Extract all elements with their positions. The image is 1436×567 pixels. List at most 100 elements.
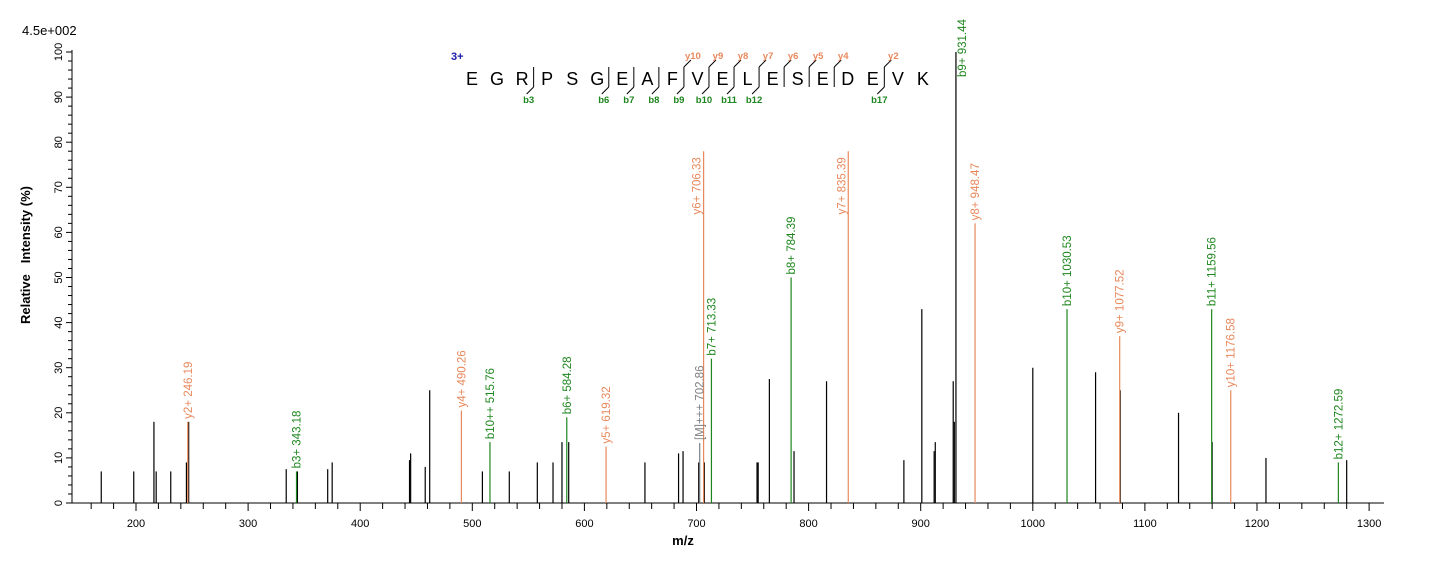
y-ion-cleavage-tick xyxy=(833,59,842,68)
b-ion-label: b10++ 515.76 xyxy=(485,368,497,439)
b-ion-cleavage-tick xyxy=(751,86,760,95)
y-tick-label: 40 xyxy=(53,316,65,328)
y-ion-marker: y9 xyxy=(713,51,724,62)
b-ion-label: b8+ 784.39 xyxy=(786,217,798,275)
b-ion-cleavage-tick xyxy=(651,86,660,95)
residue-letter: G xyxy=(490,69,504,89)
peak-labels: y2+ 246.19 b3+ 343.18 y4+ 490.26 b10++ 515.… xyxy=(183,19,1346,469)
residue-letter: D xyxy=(841,69,854,89)
y-axis-label: Relative Intensity (%) xyxy=(18,186,33,324)
y-tick-label: 0 xyxy=(53,500,65,506)
b-ion-cleavage-tick xyxy=(726,86,735,95)
x-tick-label: 400 xyxy=(351,518,369,530)
y-ion-marker: y7 xyxy=(763,51,774,62)
residue-letter: E xyxy=(767,69,779,89)
y-ion-label: y5+ 619.32 xyxy=(601,386,613,443)
b-ion-label: b3+ 343.18 xyxy=(292,411,304,469)
b-ion-marker: b8 xyxy=(648,95,659,106)
residue-letter: V xyxy=(691,69,703,89)
b-ion-marker: b3 xyxy=(523,95,534,106)
y-ion-cleavage-tick xyxy=(783,59,792,68)
y-tick-label: 30 xyxy=(53,362,65,374)
residue-letter: S xyxy=(792,69,804,89)
b-ion-marker: b9 xyxy=(673,95,684,106)
y-tick-label: 50 xyxy=(53,271,65,283)
y-ion-label: y6+ 706.33 xyxy=(692,157,704,214)
residue-letter: K xyxy=(917,69,929,89)
residue-letter: E xyxy=(616,69,628,89)
y-tick-label: 10 xyxy=(53,452,65,464)
y-tick-label: 100 xyxy=(53,43,65,61)
x-tick-label: 300 xyxy=(239,518,257,530)
y-ion-marker: y6 xyxy=(788,51,799,62)
b-ion-label: b6+ 584.28 xyxy=(562,356,574,414)
residue-letter: E xyxy=(867,69,879,89)
b-ion-marker: b12 xyxy=(746,95,762,106)
y-ion-label: y4+ 490.26 xyxy=(456,350,468,407)
b-ion-cleavage-tick xyxy=(526,86,534,95)
b-ion-label: b7+ 713.33 xyxy=(706,298,718,356)
charge-state-label: 3+ xyxy=(451,51,464,63)
residue-letter: E xyxy=(716,69,728,89)
y-ion-cleavage-tick xyxy=(883,59,892,68)
intensity-scale-label: 4.5e+002 xyxy=(22,23,77,38)
y-ion-label: y8+ 948.47 xyxy=(970,163,982,220)
x-tick-label: 1000 xyxy=(1021,518,1045,530)
b-ion-cleavage-tick xyxy=(701,86,710,95)
x-tick-label: 600 xyxy=(575,518,593,530)
b-ion-cleavage-tick xyxy=(676,86,685,95)
x-axis-label: m/z xyxy=(672,533,694,548)
b-ion-marker: b7 xyxy=(623,95,634,106)
y-ion-marker: y10 xyxy=(685,51,701,62)
y-ion-marker: y8 xyxy=(738,51,749,62)
residue-letter: A xyxy=(641,69,653,89)
b-ion-label: b10+ 1030.53 xyxy=(1062,235,1074,306)
x-tick-label: 1300 xyxy=(1357,518,1381,530)
residue-letter: V xyxy=(892,69,904,89)
x-tick-label: 1200 xyxy=(1245,518,1269,530)
y-ion-marker: y2 xyxy=(888,51,899,62)
y-tick-label: 90 xyxy=(53,91,65,103)
residue-letter: E xyxy=(817,69,829,89)
b-ion-cleavage-tick xyxy=(876,86,885,95)
y-ion-cleavage-tick xyxy=(683,59,692,68)
x-tick-label: 200 xyxy=(127,518,145,530)
y-tick-label: 20 xyxy=(53,407,65,419)
y-ion-label: y2+ 246.19 xyxy=(183,362,195,419)
axes: 200 300 400 500 600 700 800 900 1000 1100 1200 1300… xyxy=(53,43,1384,530)
x-tick-label: 900 xyxy=(912,518,930,530)
b-ion-marker: b10 xyxy=(696,95,712,106)
residue-letter: S xyxy=(566,69,578,89)
y-ion-label: y10+ 1176.58 xyxy=(1226,318,1238,387)
y-ion-marker: y5 xyxy=(813,51,824,62)
b-ion-cleavage-tick xyxy=(601,86,610,95)
b-ion-marker: b17 xyxy=(871,95,887,106)
y-ion-cleavage-tick xyxy=(808,59,817,68)
peaks xyxy=(100,52,1348,503)
residue-letter: E xyxy=(466,69,478,89)
b-ion-cleavage-tick xyxy=(626,86,635,95)
y-ion-cleavage-tick xyxy=(758,59,767,68)
b-ion-label: b11+ 1159.56 xyxy=(1207,237,1219,306)
residue-letter: G xyxy=(590,69,604,89)
b-ion-label: b9+ 931.44 xyxy=(957,19,969,77)
y-ion-label: y9+ 1077.52 xyxy=(1115,269,1127,333)
b-ion-label: b12+ 1272.59 xyxy=(1333,389,1345,460)
y-tick-label: 80 xyxy=(53,136,65,148)
x-tick-label: 500 xyxy=(463,518,481,530)
b-ion-marker: b6 xyxy=(598,95,609,106)
y-tick-label: 70 xyxy=(53,181,65,193)
y-ion-cleavage-tick xyxy=(733,59,742,68)
x-tick-label: 1100 xyxy=(1133,518,1157,530)
y-ion-label: y7+ 835.39 xyxy=(836,157,848,214)
x-tick-label: 700 xyxy=(687,518,705,530)
residue-letter: F xyxy=(667,69,678,89)
precursor-ion-label: [M]+++ 702.86 xyxy=(695,366,707,441)
y-tick-label: 60 xyxy=(53,226,65,238)
b-ion-marker: b11 xyxy=(721,95,738,106)
residue-letter: L xyxy=(743,69,753,89)
residue-letter: P xyxy=(541,69,553,89)
y-ion-marker: y4 xyxy=(838,51,849,62)
